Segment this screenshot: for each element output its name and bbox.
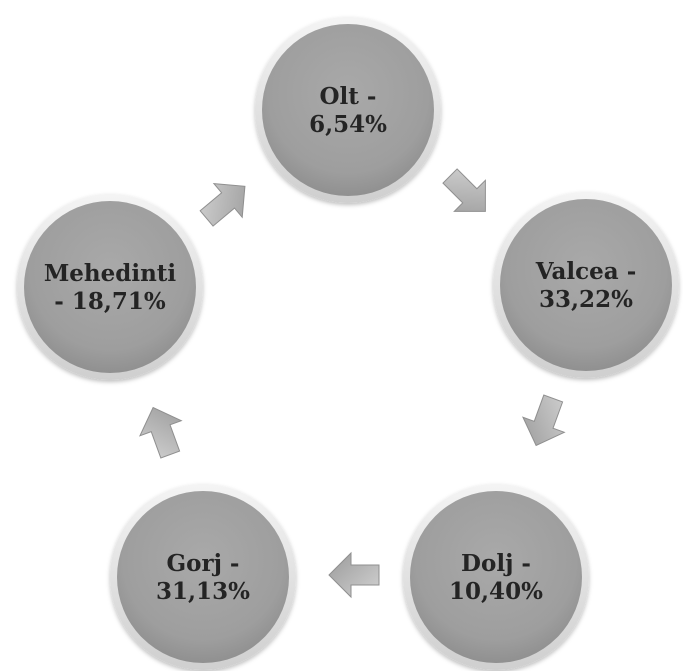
node-label-line1: Olt -: [320, 83, 377, 110]
node-label-line1: Mehedinti: [44, 260, 177, 287]
arrow-dolj-to-gorj-icon: [328, 551, 380, 599]
node-label-line2: 6,54%: [309, 111, 387, 138]
node-circle: [500, 199, 672, 371]
node-label-line2: 31,13%: [156, 578, 250, 605]
node-label-line2: - 18,71%: [54, 288, 166, 315]
arrow-valcea-to-dolj-icon: [521, 394, 566, 447]
node-label-line2: 33,22%: [539, 286, 633, 313]
node-gorj: Gorj -31,13%: [110, 484, 296, 670]
node-label-line2: 10,40%: [449, 578, 543, 605]
node-label-line1: Dolj -: [461, 550, 531, 577]
node-mehedinti: Mehedinti- 18,71%: [17, 194, 203, 380]
node-olt: Olt -6,54%: [255, 17, 441, 203]
node-circle: [24, 201, 196, 373]
node-circle: [262, 24, 434, 196]
arrow-gorj-to-mehedinti-icon: [138, 406, 183, 459]
node-valcea: Valcea -33,22%: [493, 192, 679, 378]
node-label-line1: Gorj -: [167, 550, 240, 577]
arrow-mehedinti-to-olt-icon: [199, 182, 246, 227]
node-circle: [410, 491, 582, 663]
node-dolj: Dolj -10,40%: [403, 484, 589, 670]
node-circle: [117, 491, 289, 663]
arrow-olt-to-valcea-icon: [442, 168, 486, 212]
node-label-line1: Valcea -: [535, 258, 636, 285]
